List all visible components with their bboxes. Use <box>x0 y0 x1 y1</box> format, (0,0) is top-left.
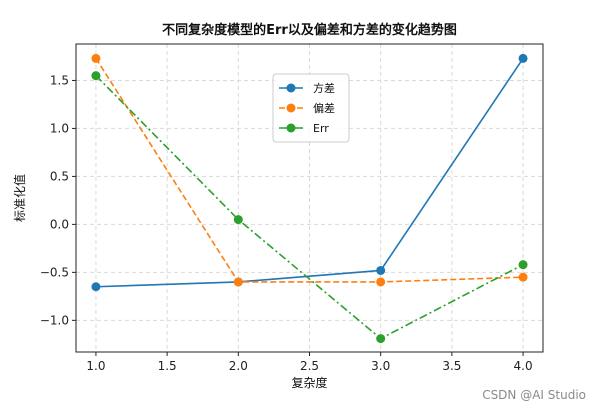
data-point <box>233 215 243 225</box>
x-tick-label: 3.5 <box>442 359 461 373</box>
data-point <box>91 53 101 63</box>
legend-label: Err <box>313 122 329 135</box>
series-line <box>95 75 524 340</box>
x-tick-label: 3.0 <box>371 359 390 373</box>
series-2 <box>91 53 528 287</box>
y-axis-label: 标准化值 <box>12 174 27 222</box>
x-axis-label: 复杂度 <box>291 375 327 390</box>
y-tick-label: 1.5 <box>50 73 69 87</box>
y-tick-label: −1.0 <box>40 313 69 327</box>
data-point <box>518 272 528 282</box>
legend-label: 方差 <box>313 81 335 95</box>
data-point <box>376 334 386 344</box>
y-tick-label: 1.0 <box>50 121 69 135</box>
series-3 <box>91 71 528 344</box>
series-line <box>95 57 524 288</box>
x-tick-label: 1.5 <box>158 359 177 373</box>
chart-title: 不同复杂度模型的Err以及偏差和方差的变化趋势图 <box>162 22 457 38</box>
x-tick-label: 1.0 <box>86 359 105 373</box>
legend-entry: 方差 <box>279 81 335 95</box>
x-tick-label: 2.5 <box>300 359 319 373</box>
legend-entry: 偏差 <box>279 101 335 115</box>
data-point <box>376 265 386 275</box>
data-point <box>518 260 528 270</box>
legend-entry: Err <box>279 122 329 135</box>
watermark: CSDN @AI Studio <box>482 388 586 402</box>
y-tick-label: 0.5 <box>50 169 69 183</box>
x-tick-label: 2.0 <box>229 359 248 373</box>
data-point <box>91 71 101 81</box>
series-line <box>95 57 524 283</box>
axis-ticks: 1.0 1.5 2.0 2.5 3.0 3.5 4.0 −1.0 −0.5 0.0 0.5 1.0 1.… <box>40 73 533 373</box>
y-tick-label: 0.0 <box>50 217 69 231</box>
data-point <box>91 282 101 292</box>
x-tick-label: 4.0 <box>514 359 533 373</box>
data-point <box>376 277 386 287</box>
legend-label: 偏差 <box>313 101 335 115</box>
legend-marker <box>286 83 296 93</box>
y-tick-label: −0.5 <box>40 265 69 279</box>
legend-marker <box>286 103 296 113</box>
legend-marker <box>286 123 296 133</box>
data-point <box>518 53 528 63</box>
series-layer <box>91 53 528 344</box>
data-point <box>233 277 243 287</box>
